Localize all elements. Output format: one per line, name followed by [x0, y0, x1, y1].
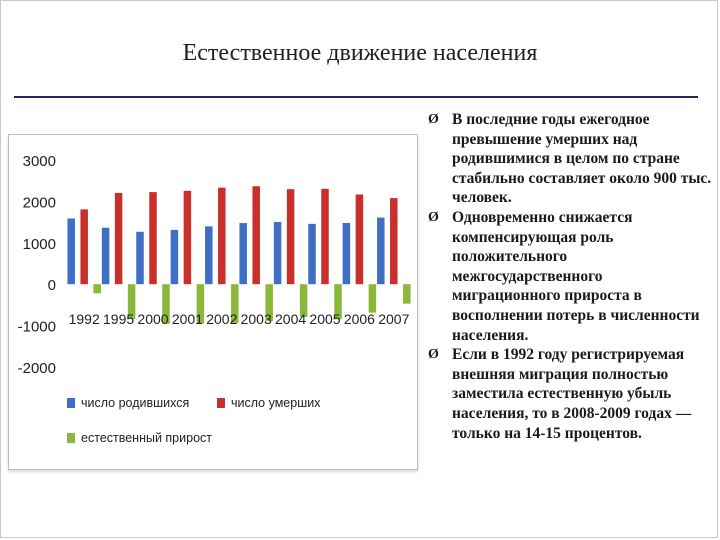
y-tick-label: -1000 [18, 319, 56, 336]
x-tick-label: 2005 [309, 311, 340, 327]
x-tick-label: 2000 [137, 311, 168, 327]
bar-число-родившихся [239, 223, 247, 285]
arrow-bullet-icon: Ø [428, 209, 439, 225]
bar-естественный-прирост [93, 284, 101, 294]
y-tick-label: 2000 [23, 194, 56, 211]
bar-число-умерших [286, 189, 295, 285]
bar-число-родившихся [377, 217, 385, 285]
legend-label: число умерших [231, 396, 321, 410]
bar-число-родившихся [308, 223, 316, 285]
bar-число-умерших [252, 186, 260, 285]
bar-число-умерших [390, 198, 398, 285]
chart-panel: 3000 2000 1000 0 -1000 -2000 1992 1995 2000 2001 2… [8, 134, 418, 470]
arrow-bullet-icon: Ø [428, 112, 439, 127]
bar-естественный-прирост [231, 284, 239, 323]
bar-число-родившихся [170, 229, 179, 285]
bar-число-родившихся [136, 231, 144, 285]
x-tick-label: 2002 [206, 311, 237, 327]
bullet-text: В последние годы ежегодное превышение ум… [452, 111, 712, 207]
arrow-bullet-icon: Ø [428, 347, 439, 363]
bar-естественный-прирост [162, 284, 170, 324]
bullet-text: Одновременно снижается компенсирующая ро… [452, 208, 700, 344]
x-tick-label: 2004 [275, 311, 306, 327]
title-divider [14, 96, 698, 98]
x-tick-label: 1995 [103, 311, 134, 327]
slide-title: Естественное движение населения [182, 40, 538, 66]
x-tick-label: 1992 [69, 311, 100, 327]
legend-label: число родившихся [81, 396, 189, 410]
bar-число-умерших [80, 209, 88, 285]
bar-естественный-прирост [403, 284, 411, 304]
x-tick-label: 2003 [241, 311, 272, 327]
bar-естественный-прирост [196, 284, 205, 324]
legend-swatch [67, 433, 75, 443]
bar-естественный-прирост [299, 284, 308, 318]
bullet-text: Если в 1992 году регистрируемая внешняя … [452, 346, 692, 442]
bar-число-родившихся [67, 218, 75, 285]
bar-естественный-прирост [265, 284, 273, 322]
legend-swatch [67, 398, 75, 408]
x-tick-label: 2006 [344, 311, 375, 327]
bar-число-умерших [183, 190, 192, 285]
bar-число-умерших [149, 192, 157, 285]
bar-число-родившихся [205, 226, 213, 285]
bullet-list: Ø В последние годы ежегодное превышение … [428, 110, 712, 443]
bar-число-умерших [321, 188, 329, 285]
bullet-item: Ø В последние годы ежегодное превышение … [428, 110, 712, 208]
bar-естественный-прирост [368, 284, 377, 313]
bar-число-родившихся [342, 222, 351, 285]
y-tick-label: 3000 [23, 153, 56, 170]
bullet-item: Ø Если в 1992 году регистрируемая внешня… [428, 345, 712, 443]
legend-label: естественный прирост [81, 431, 212, 445]
x-tick-label: 2007 [378, 311, 409, 327]
bar-число-умерших [218, 187, 226, 285]
legend-swatch [217, 398, 225, 408]
bar-число-родившихся [101, 227, 110, 285]
bar-естественный-прирост [127, 284, 136, 319]
bar-число-умерших [355, 194, 364, 285]
bullet-item: Ø Одновременно снижается компенсирующая … [428, 208, 712, 345]
bar-число-умерших [114, 192, 123, 285]
y-tick-label: -2000 [18, 360, 56, 377]
x-tick-label: 2001 [172, 311, 203, 327]
bar-естественный-прирост [334, 284, 342, 320]
y-tick-label: 1000 [23, 236, 56, 253]
bar-число-родившихся [273, 222, 282, 285]
y-tick-label: 0 [48, 277, 56, 294]
